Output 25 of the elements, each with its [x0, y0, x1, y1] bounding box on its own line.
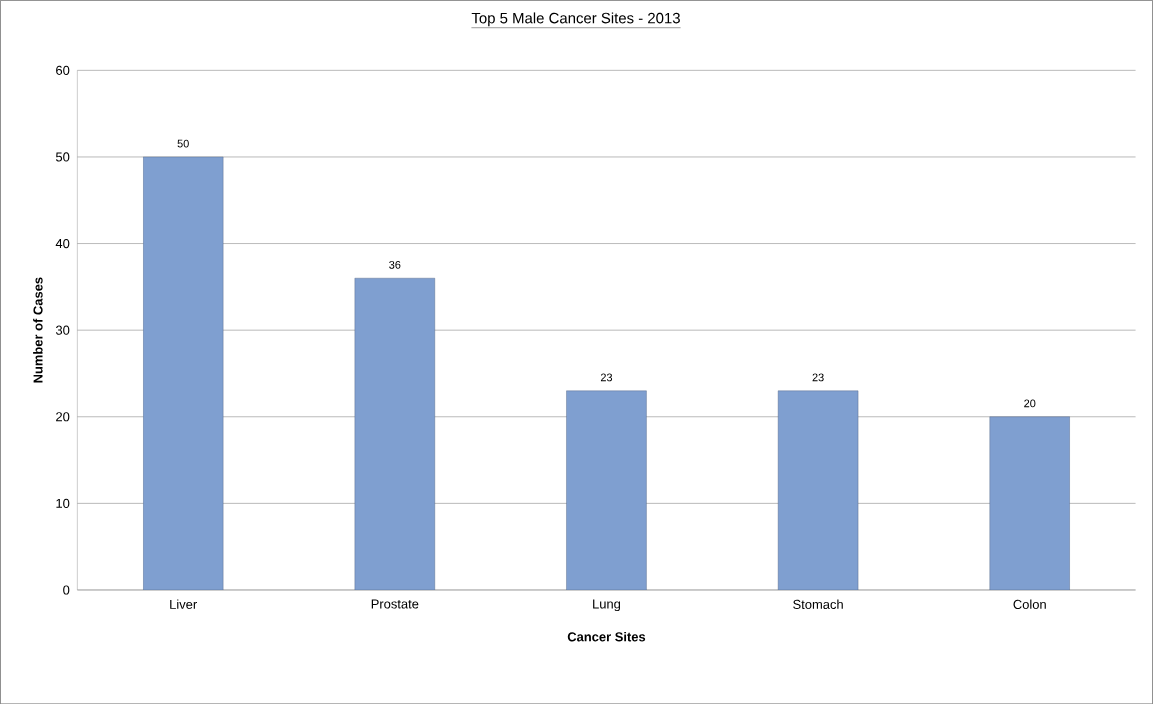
- data-label: 20: [1024, 399, 1036, 408]
- x-tick-label: Stomach: [793, 599, 843, 609]
- data-label: 50: [177, 139, 189, 148]
- x-tick-label: Liver: [170, 599, 197, 609]
- data-label: 23: [812, 373, 824, 382]
- y-tick-label: 10: [56, 498, 70, 508]
- data-label: 36: [389, 260, 401, 269]
- data-label: 23: [600, 373, 613, 382]
- x-axis-title: Cancer Sites: [567, 631, 646, 642]
- y-axis-title: Number of Cases: [33, 277, 43, 383]
- bar: [143, 156, 224, 590]
- y-tick-label: 0: [63, 585, 70, 595]
- bar: [566, 390, 647, 590]
- y-tick-label: 20: [56, 412, 70, 422]
- x-tick-label: Colon: [1013, 599, 1046, 609]
- y-tick-label: 60: [56, 65, 70, 75]
- x-tick-label: Lung: [593, 599, 621, 611]
- bar: [354, 277, 435, 590]
- y-tick-label: 40: [55, 238, 70, 248]
- bar: [777, 390, 859, 590]
- y-tick-label: 30: [55, 325, 70, 335]
- chart-title: Top 5 Male Cancer Sites - 2013: [471, 12, 680, 27]
- y-tick-label: 50: [55, 152, 70, 162]
- x-tick-label: Prostate: [371, 599, 419, 609]
- bar: [989, 416, 1070, 590]
